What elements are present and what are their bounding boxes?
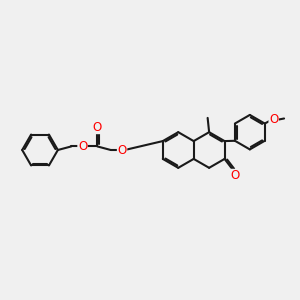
Text: O: O — [269, 113, 278, 127]
Text: O: O — [230, 169, 239, 182]
Text: O: O — [78, 140, 87, 153]
Text: O: O — [117, 143, 127, 157]
Text: O: O — [93, 121, 102, 134]
